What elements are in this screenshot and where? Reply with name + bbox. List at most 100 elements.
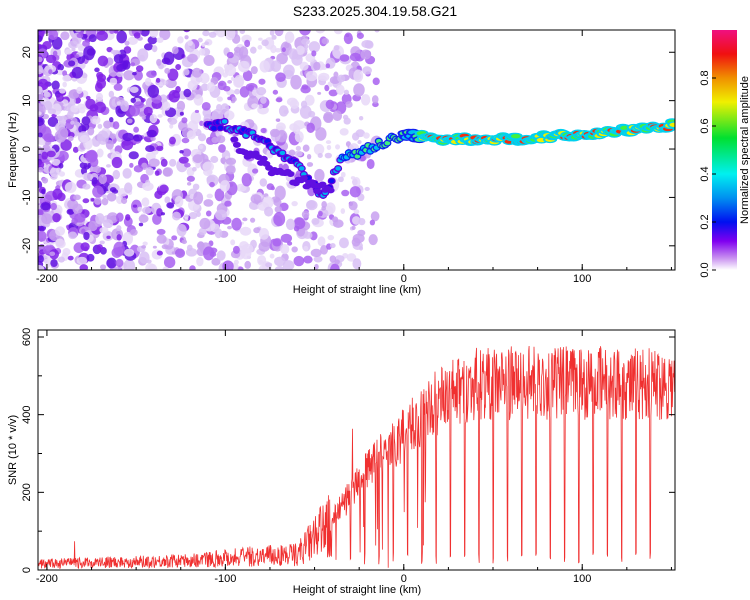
- noise-blob: [41, 151, 49, 160]
- noise-blob: [99, 240, 105, 245]
- noise-blob: [111, 133, 116, 139]
- noise-blob: [260, 96, 267, 104]
- noise-blob: [146, 259, 152, 264]
- noise-blob: [337, 74, 346, 83]
- noise-blob: [113, 54, 124, 64]
- noise-blob: [234, 88, 240, 95]
- noise-blob: [214, 188, 225, 202]
- noise-blob: [105, 164, 111, 168]
- noise-blob: [234, 74, 245, 88]
- noise-blob: [166, 202, 175, 209]
- noise-blob: [293, 255, 305, 267]
- noise-blob: [343, 117, 351, 125]
- noise-blob: [116, 30, 127, 44]
- noise-blob: [133, 126, 139, 133]
- noise-blob: [271, 34, 277, 40]
- noise-blob: [244, 39, 251, 48]
- noise-blob: [81, 116, 91, 126]
- noise-blob: [99, 226, 109, 234]
- noise-blob: [333, 30, 343, 35]
- noise-blob: [197, 37, 203, 43]
- noise-blob: [161, 244, 169, 250]
- noise-blob: [199, 217, 211, 230]
- noise-blob: [97, 123, 103, 129]
- noise-blob: [249, 217, 256, 223]
- noise-blob: [88, 34, 97, 43]
- noise-blob: [74, 30, 82, 33]
- noise-blob: [62, 75, 72, 82]
- spectrogram-ylabel: Frequency (Hz): [7, 112, 19, 188]
- noise-blob: [154, 190, 163, 200]
- noise-blob: [132, 204, 138, 208]
- noise-blob: [174, 196, 184, 208]
- noise-blob: [92, 185, 104, 198]
- noise-blob: [124, 248, 135, 257]
- noise-blob: [340, 171, 346, 178]
- noise-blob: [133, 32, 141, 39]
- noise-blob: [257, 45, 263, 50]
- noise-blob: [274, 265, 285, 270]
- colorbar: [712, 30, 737, 270]
- noise-blob: [196, 211, 201, 218]
- noise-blob: [169, 158, 177, 167]
- noise-blob: [300, 100, 308, 109]
- noise-blob: [140, 30, 150, 37]
- noise-blob: [124, 182, 133, 194]
- noise-blob: [325, 99, 335, 110]
- ridge-mark: [232, 141, 241, 148]
- noise-blob: [38, 116, 45, 127]
- noise-blob: [231, 217, 242, 231]
- noise-blob: [333, 44, 340, 51]
- noise-blob: [62, 247, 71, 256]
- noise-blob: [206, 169, 213, 175]
- noise-blob: [109, 116, 114, 123]
- noise-blob: [51, 158, 61, 166]
- noise-blob: [348, 201, 358, 211]
- noise-blob: [237, 60, 250, 73]
- ridge-core: [335, 166, 341, 171]
- noise-blob: [100, 264, 107, 270]
- noise-blob: [41, 177, 49, 184]
- noise-blob: [168, 89, 180, 103]
- noise-blob: [329, 242, 336, 249]
- ridge-mark: [318, 181, 327, 188]
- noise-blob: [339, 54, 350, 62]
- noise-blob: [184, 162, 191, 168]
- noise-blob: [116, 212, 124, 222]
- noise-blob: [146, 70, 157, 79]
- noise-blob: [59, 88, 66, 94]
- figure-title: S233.2025.304.19.58.G21: [292, 3, 458, 19]
- noise-blob: [126, 118, 133, 124]
- noise-blob: [209, 181, 215, 188]
- noise-blob: [196, 241, 205, 250]
- noise-blob: [301, 38, 310, 45]
- noise-blob: [168, 117, 178, 125]
- noise-blob: [296, 45, 305, 55]
- noise-blob: [175, 63, 182, 71]
- noise-blob: [239, 30, 246, 34]
- noise-blob: [143, 43, 154, 51]
- noise-blob: [335, 144, 341, 150]
- noise-blob: [231, 96, 237, 102]
- noise-blob: [111, 247, 123, 258]
- noise-blob: [306, 199, 318, 211]
- noise-blob: [38, 86, 43, 95]
- noise-blob: [102, 194, 108, 199]
- noise-blob: [171, 235, 178, 241]
- noise-blob: [141, 245, 147, 249]
- noise-blob: [132, 71, 137, 76]
- noise-blob: [260, 127, 267, 134]
- noise-blob: [247, 84, 255, 91]
- noise-blob: [58, 163, 64, 169]
- noise-blob: [57, 63, 65, 71]
- noise-blob: [216, 96, 223, 102]
- noise-blob: [186, 175, 195, 182]
- noise-blob: [266, 183, 274, 190]
- noise-blob: [116, 225, 122, 232]
- noise-blob: [175, 248, 186, 258]
- noise-blob: [311, 217, 320, 225]
- noise-blob: [222, 260, 234, 270]
- noise-blob: [162, 266, 169, 270]
- noise-blob: [133, 70, 143, 81]
